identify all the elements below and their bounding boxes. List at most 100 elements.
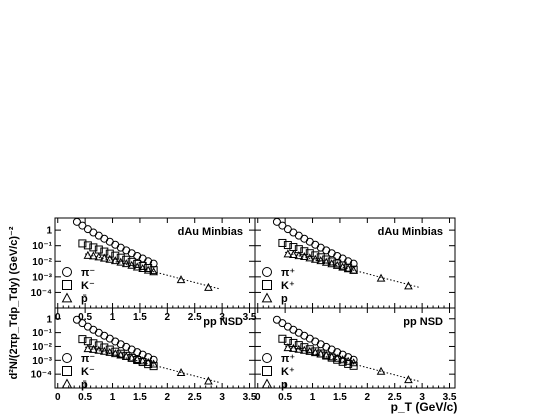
x-tick-label: 2.5	[188, 392, 202, 403]
y-tick-label: 10⁻⁴	[31, 370, 52, 381]
fit-line	[285, 345, 420, 382]
x-tick-label: 1.5	[133, 392, 147, 403]
triangle-point	[121, 351, 131, 360]
panel-top-right: dAu Minbias π⁺K⁺p	[254, 217, 456, 309]
x-tick-label: 3.5	[243, 392, 257, 403]
y-tick-label: 10⁻³	[32, 356, 52, 367]
triangle-point	[316, 256, 326, 265]
x-tick-label: 3	[419, 392, 425, 403]
triangle-point	[349, 358, 358, 367]
triangle-point	[321, 257, 331, 266]
legend-label: π⁺	[281, 267, 295, 279]
triangle-point	[105, 347, 115, 356]
panel-title: pp NSD	[403, 316, 443, 328]
legend-circle-symbol	[62, 353, 72, 363]
triangle-point	[138, 356, 148, 365]
panel-title: pp NSD	[203, 316, 243, 328]
square-point	[105, 249, 114, 258]
square-point	[283, 241, 292, 250]
panels-group: 0 0.5 1 1.5 2 2.5 3 3.5 10⁻⁴ 10⁻³ 10⁻² 10⁻¹ 1 dAu Min…	[31, 217, 457, 403]
triangle-point	[338, 355, 348, 364]
x-tick-label: 0.5	[78, 392, 92, 403]
square-point	[127, 257, 136, 266]
triangle-point	[316, 349, 326, 358]
triangle-point	[338, 262, 348, 271]
circle-point	[78, 221, 87, 230]
legend-label: K⁻	[81, 366, 95, 378]
legend-triangle-symbol	[261, 378, 273, 389]
triangle-point	[110, 256, 120, 265]
triangle-point	[176, 275, 186, 284]
triangle-point	[143, 357, 153, 366]
x-tick-label: 0	[55, 312, 61, 323]
triangle-point	[376, 273, 386, 282]
square-point	[311, 251, 320, 260]
legend-square-symbol	[62, 280, 72, 290]
legend-label: p̄	[81, 293, 88, 305]
triangle-point	[121, 259, 131, 268]
x-tick-label: 0.5	[278, 392, 292, 403]
x-tick-label: 2.5	[188, 312, 202, 323]
fit-line	[85, 253, 220, 290]
legend-label: p̄	[81, 379, 88, 391]
legend-label: π⁻	[81, 353, 95, 365]
y-tick-label: 10⁻³	[32, 272, 52, 283]
circle-point	[272, 217, 281, 226]
square-point	[83, 241, 92, 250]
square-point	[316, 253, 325, 262]
square-point	[94, 341, 103, 350]
triangle-point	[289, 343, 298, 352]
triangle-point	[310, 254, 320, 263]
x-axis-label: p_T (GeV/c)	[391, 400, 458, 414]
legend-label: p	[281, 293, 288, 305]
panel-top-left: 0 0.5 1 1.5 2 2.5 3 3.5 10⁻⁴ 10⁻³ 10⁻² 10⁻¹ 1 dAu Min…	[31, 217, 257, 323]
square-point	[116, 253, 125, 262]
triangle-point	[89, 344, 98, 353]
triangle-point	[305, 346, 315, 355]
triangle-point	[349, 265, 358, 274]
triangle-point	[116, 350, 126, 359]
x-tick-label: 2	[365, 392, 371, 403]
x-tick-label: 1	[310, 392, 316, 403]
triangle-point	[110, 349, 120, 358]
square-point	[122, 255, 131, 264]
legend-triangle-symbol	[61, 378, 73, 389]
square-point	[300, 247, 309, 256]
triangle-point	[204, 282, 213, 291]
square-point	[89, 243, 98, 252]
y-tick-label: 10⁻²	[32, 257, 52, 268]
triangle-point	[332, 260, 342, 269]
legend-label: K⁻	[81, 280, 95, 292]
square-point	[100, 343, 109, 352]
x-tick-label: 3	[219, 312, 225, 323]
triangle-point	[310, 348, 320, 357]
y-tick-label: 10⁻¹	[32, 241, 52, 252]
triangle-point	[176, 368, 186, 377]
circle-point	[149, 259, 158, 268]
triangle-point	[404, 375, 413, 384]
x-tick-label: 1.5	[333, 392, 347, 403]
triangle-point	[94, 252, 104, 261]
legend-square-symbol	[262, 366, 272, 376]
circle-point	[349, 355, 358, 364]
x-tick-label: 0	[255, 392, 261, 403]
triangle-point	[376, 366, 386, 375]
x-tick-label: 1	[110, 392, 116, 403]
triangle-point	[99, 253, 109, 262]
circle-point	[72, 217, 81, 226]
circle-point	[149, 355, 158, 364]
panel-bottom-left: 0 0.5 1 1.5 2 2.5 3 3.5 10⁻⁴ 10⁻³ 10⁻² 10⁻¹ 1 pp NSD π…	[31, 307, 257, 403]
triangle-point	[89, 251, 98, 260]
x-tick-label: 3.5	[443, 392, 457, 403]
x-tick-label: 3	[219, 392, 225, 403]
square-point	[111, 251, 120, 260]
triangle-point	[294, 344, 304, 353]
legend-square-symbol	[62, 366, 72, 376]
triangle-point	[99, 346, 109, 355]
panel-title: dAu Minbias	[178, 226, 243, 238]
triangle-point	[116, 257, 126, 266]
legend-circle-symbol	[262, 267, 272, 277]
triangle-point	[149, 267, 158, 276]
square-point	[278, 238, 287, 247]
x-tick-label: 2	[165, 392, 171, 403]
